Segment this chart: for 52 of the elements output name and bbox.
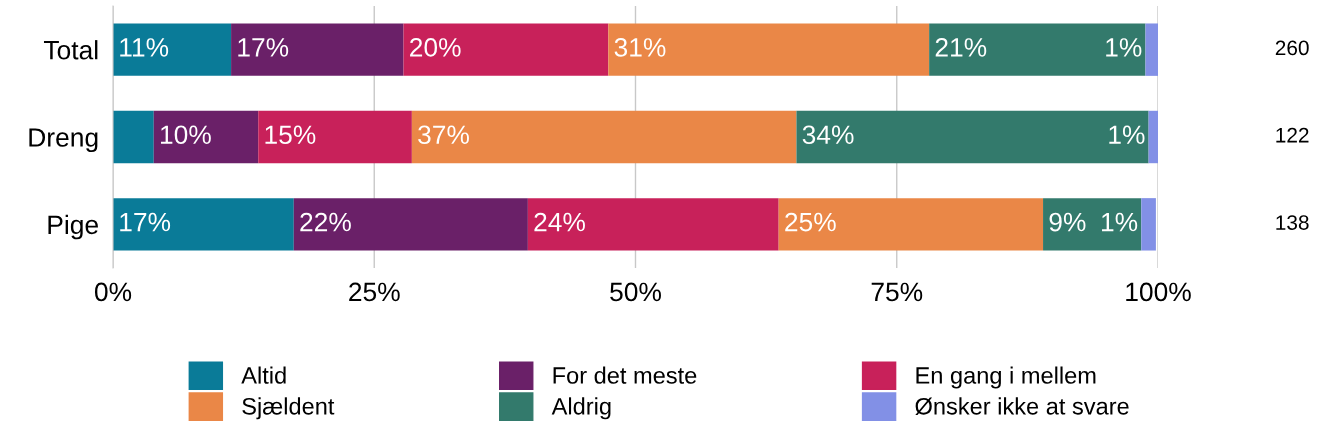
bar: [796, 110, 1149, 164]
data-label: 11%: [120, 38, 169, 57]
x-tick-label: 0%: [94, 282, 132, 302]
bar: [778, 198, 1044, 251]
legend-label: En gang i mellem: [916, 366, 1096, 389]
data-label: 34%: [802, 125, 854, 145]
legend-label: Aldrig: [551, 397, 611, 420]
legend-label: For det meste: [553, 366, 697, 384]
data-label: 1%: [1106, 38, 1142, 57]
x-tick-label: 100%: [1126, 282, 1191, 302]
bar: [231, 23, 404, 76]
data-label: 20%: [410, 38, 461, 57]
data-label: 15%: [265, 125, 316, 145]
data-label: 25%: [785, 212, 836, 232]
data-label: 37%: [418, 125, 469, 145]
text: 122: [1276, 127, 1309, 143]
data-label: 22%: [300, 212, 351, 232]
y-tick-label: Total: [43, 40, 98, 60]
text: 260: [1275, 40, 1309, 56]
bar: [527, 198, 779, 251]
bar: [113, 198, 294, 251]
legend-label: Ønsker ikke at svare: [915, 397, 1129, 416]
data-label: 31%: [614, 38, 666, 57]
legend-label: Altid: [241, 366, 286, 384]
data-label: 24%: [534, 212, 585, 232]
data-label: 17%: [238, 38, 289, 57]
bar: [1145, 23, 1158, 76]
bar: [113, 110, 154, 164]
bar: [1148, 110, 1158, 164]
data-label: 17%: [120, 212, 171, 232]
data-label: 10%: [160, 125, 211, 145]
bar: [293, 198, 528, 251]
data-label: 1%: [1109, 125, 1145, 144]
x-tick-label: 25%: [349, 282, 400, 302]
y-tick-label: Pige: [48, 214, 98, 240]
bar: [1141, 198, 1156, 251]
text: 138: [1276, 215, 1309, 230]
legend-label: Sjældent: [242, 397, 335, 420]
bar: [929, 23, 1146, 76]
bar: [403, 23, 609, 76]
data-label: 1%: [1102, 212, 1138, 232]
bar: [411, 110, 797, 164]
data-label: 21%: [935, 38, 987, 57]
y-tick-label: Dreng: [29, 128, 98, 153]
bar: [1043, 198, 1142, 251]
x-tick-label: 50%: [610, 282, 661, 302]
x-tick-label: 75%: [871, 282, 923, 302]
data-label: 9%: [1049, 212, 1086, 232]
bar: [153, 110, 259, 164]
bar: [608, 23, 930, 76]
bar: [113, 23, 232, 76]
bar: [258, 110, 412, 164]
